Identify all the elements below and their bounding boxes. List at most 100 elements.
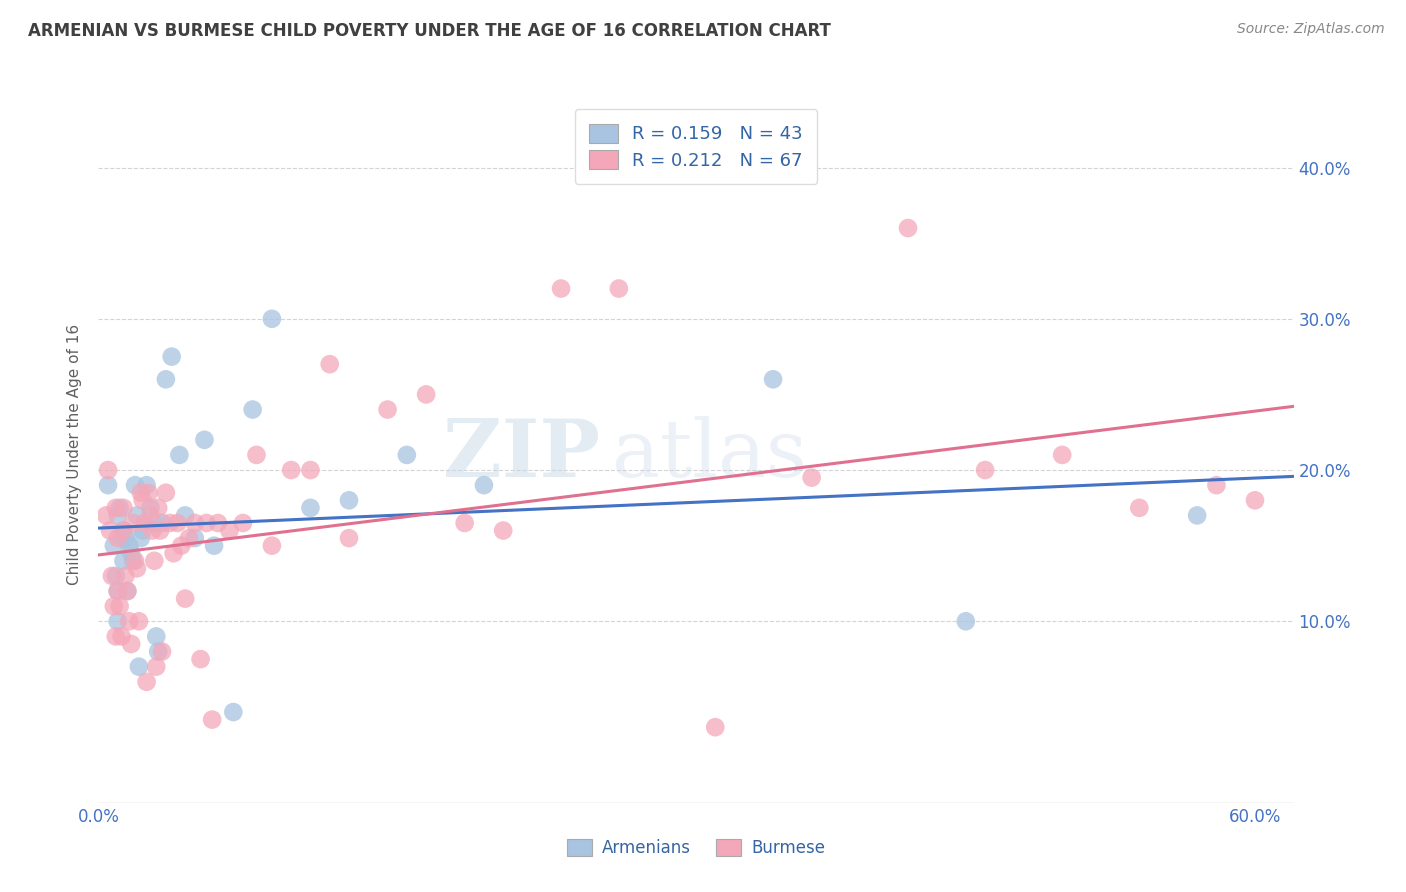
- Point: [377, 402, 399, 417]
- Point: [169, 448, 191, 462]
- Point: [193, 433, 215, 447]
- Point: [104, 629, 127, 643]
- Point: [955, 615, 977, 629]
- Legend: Armenians, Burmese: Armenians, Burmese: [561, 832, 831, 864]
- Point: [124, 478, 146, 492]
- Point: [117, 584, 139, 599]
- Point: [107, 584, 129, 599]
- Point: [232, 516, 254, 530]
- Text: ZIP: ZIP: [443, 416, 600, 494]
- Point: [132, 493, 155, 508]
- Point: [1205, 478, 1227, 492]
- Point: [150, 516, 173, 530]
- Point: [762, 372, 785, 386]
- Point: [201, 713, 224, 727]
- Point: [112, 554, 135, 568]
- Point: [125, 561, 148, 575]
- Point: [103, 599, 125, 614]
- Point: [218, 524, 240, 538]
- Point: [1185, 508, 1208, 523]
- Point: [242, 402, 264, 417]
- Point: [150, 644, 173, 658]
- Point: [184, 516, 207, 530]
- Point: [148, 500, 170, 515]
- Point: [607, 281, 630, 295]
- Point: [118, 539, 141, 553]
- Point: [108, 599, 131, 614]
- Point: [145, 659, 167, 673]
- Y-axis label: Child Poverty Under the Age of 16: Child Poverty Under the Age of 16: [67, 325, 83, 585]
- Point: [112, 500, 135, 515]
- Point: [148, 644, 170, 658]
- Point: [129, 485, 152, 500]
- Point: [190, 652, 212, 666]
- Point: [94, 508, 117, 523]
- Point: [132, 524, 155, 538]
- Point: [114, 569, 136, 583]
- Point: [800, 470, 823, 484]
- Point: [1128, 500, 1150, 515]
- Point: [143, 516, 166, 530]
- Point: [107, 531, 129, 545]
- Point: [184, 531, 207, 545]
- Point: [222, 705, 245, 719]
- Point: [145, 629, 167, 643]
- Point: [107, 584, 129, 599]
- Point: [104, 500, 127, 515]
- Point: [112, 524, 135, 538]
- Point: [107, 508, 129, 523]
- Point: [974, 463, 997, 477]
- Point: [128, 659, 150, 673]
- Point: [124, 554, 146, 568]
- Point: [98, 524, 121, 538]
- Point: [207, 516, 229, 530]
- Point: [174, 508, 197, 523]
- Point: [415, 387, 437, 401]
- Point: [160, 350, 183, 364]
- Point: [97, 478, 120, 492]
- Point: [166, 516, 188, 530]
- Point: [141, 524, 163, 538]
- Point: [110, 531, 132, 545]
- Point: [118, 615, 141, 629]
- Point: [128, 615, 150, 629]
- Point: [280, 463, 302, 477]
- Point: [1244, 493, 1267, 508]
- Text: atlas: atlas: [613, 416, 807, 494]
- Point: [492, 524, 515, 538]
- Point: [159, 516, 181, 530]
- Point: [472, 478, 495, 492]
- Point: [108, 500, 131, 515]
- Point: [897, 221, 920, 235]
- Point: [104, 569, 127, 583]
- Point: [155, 485, 177, 500]
- Point: [122, 554, 145, 568]
- Point: [550, 281, 572, 295]
- Point: [174, 591, 197, 606]
- Point: [260, 311, 283, 326]
- Point: [112, 524, 135, 538]
- Point: [260, 539, 283, 553]
- Point: [107, 615, 129, 629]
- Point: [120, 637, 142, 651]
- Point: [125, 508, 148, 523]
- Point: [114, 531, 136, 545]
- Point: [170, 539, 193, 553]
- Point: [139, 508, 162, 523]
- Point: [129, 531, 152, 545]
- Point: [138, 485, 160, 500]
- Point: [134, 516, 156, 530]
- Text: Source: ZipAtlas.com: Source: ZipAtlas.com: [1237, 22, 1385, 37]
- Point: [122, 516, 145, 530]
- Point: [97, 463, 120, 477]
- Point: [195, 516, 218, 530]
- Point: [110, 629, 132, 643]
- Point: [120, 546, 142, 560]
- Point: [101, 569, 124, 583]
- Point: [337, 493, 360, 508]
- Point: [245, 448, 267, 462]
- Point: [117, 584, 139, 599]
- Point: [135, 478, 157, 492]
- Point: [337, 531, 360, 545]
- Point: [162, 546, 184, 560]
